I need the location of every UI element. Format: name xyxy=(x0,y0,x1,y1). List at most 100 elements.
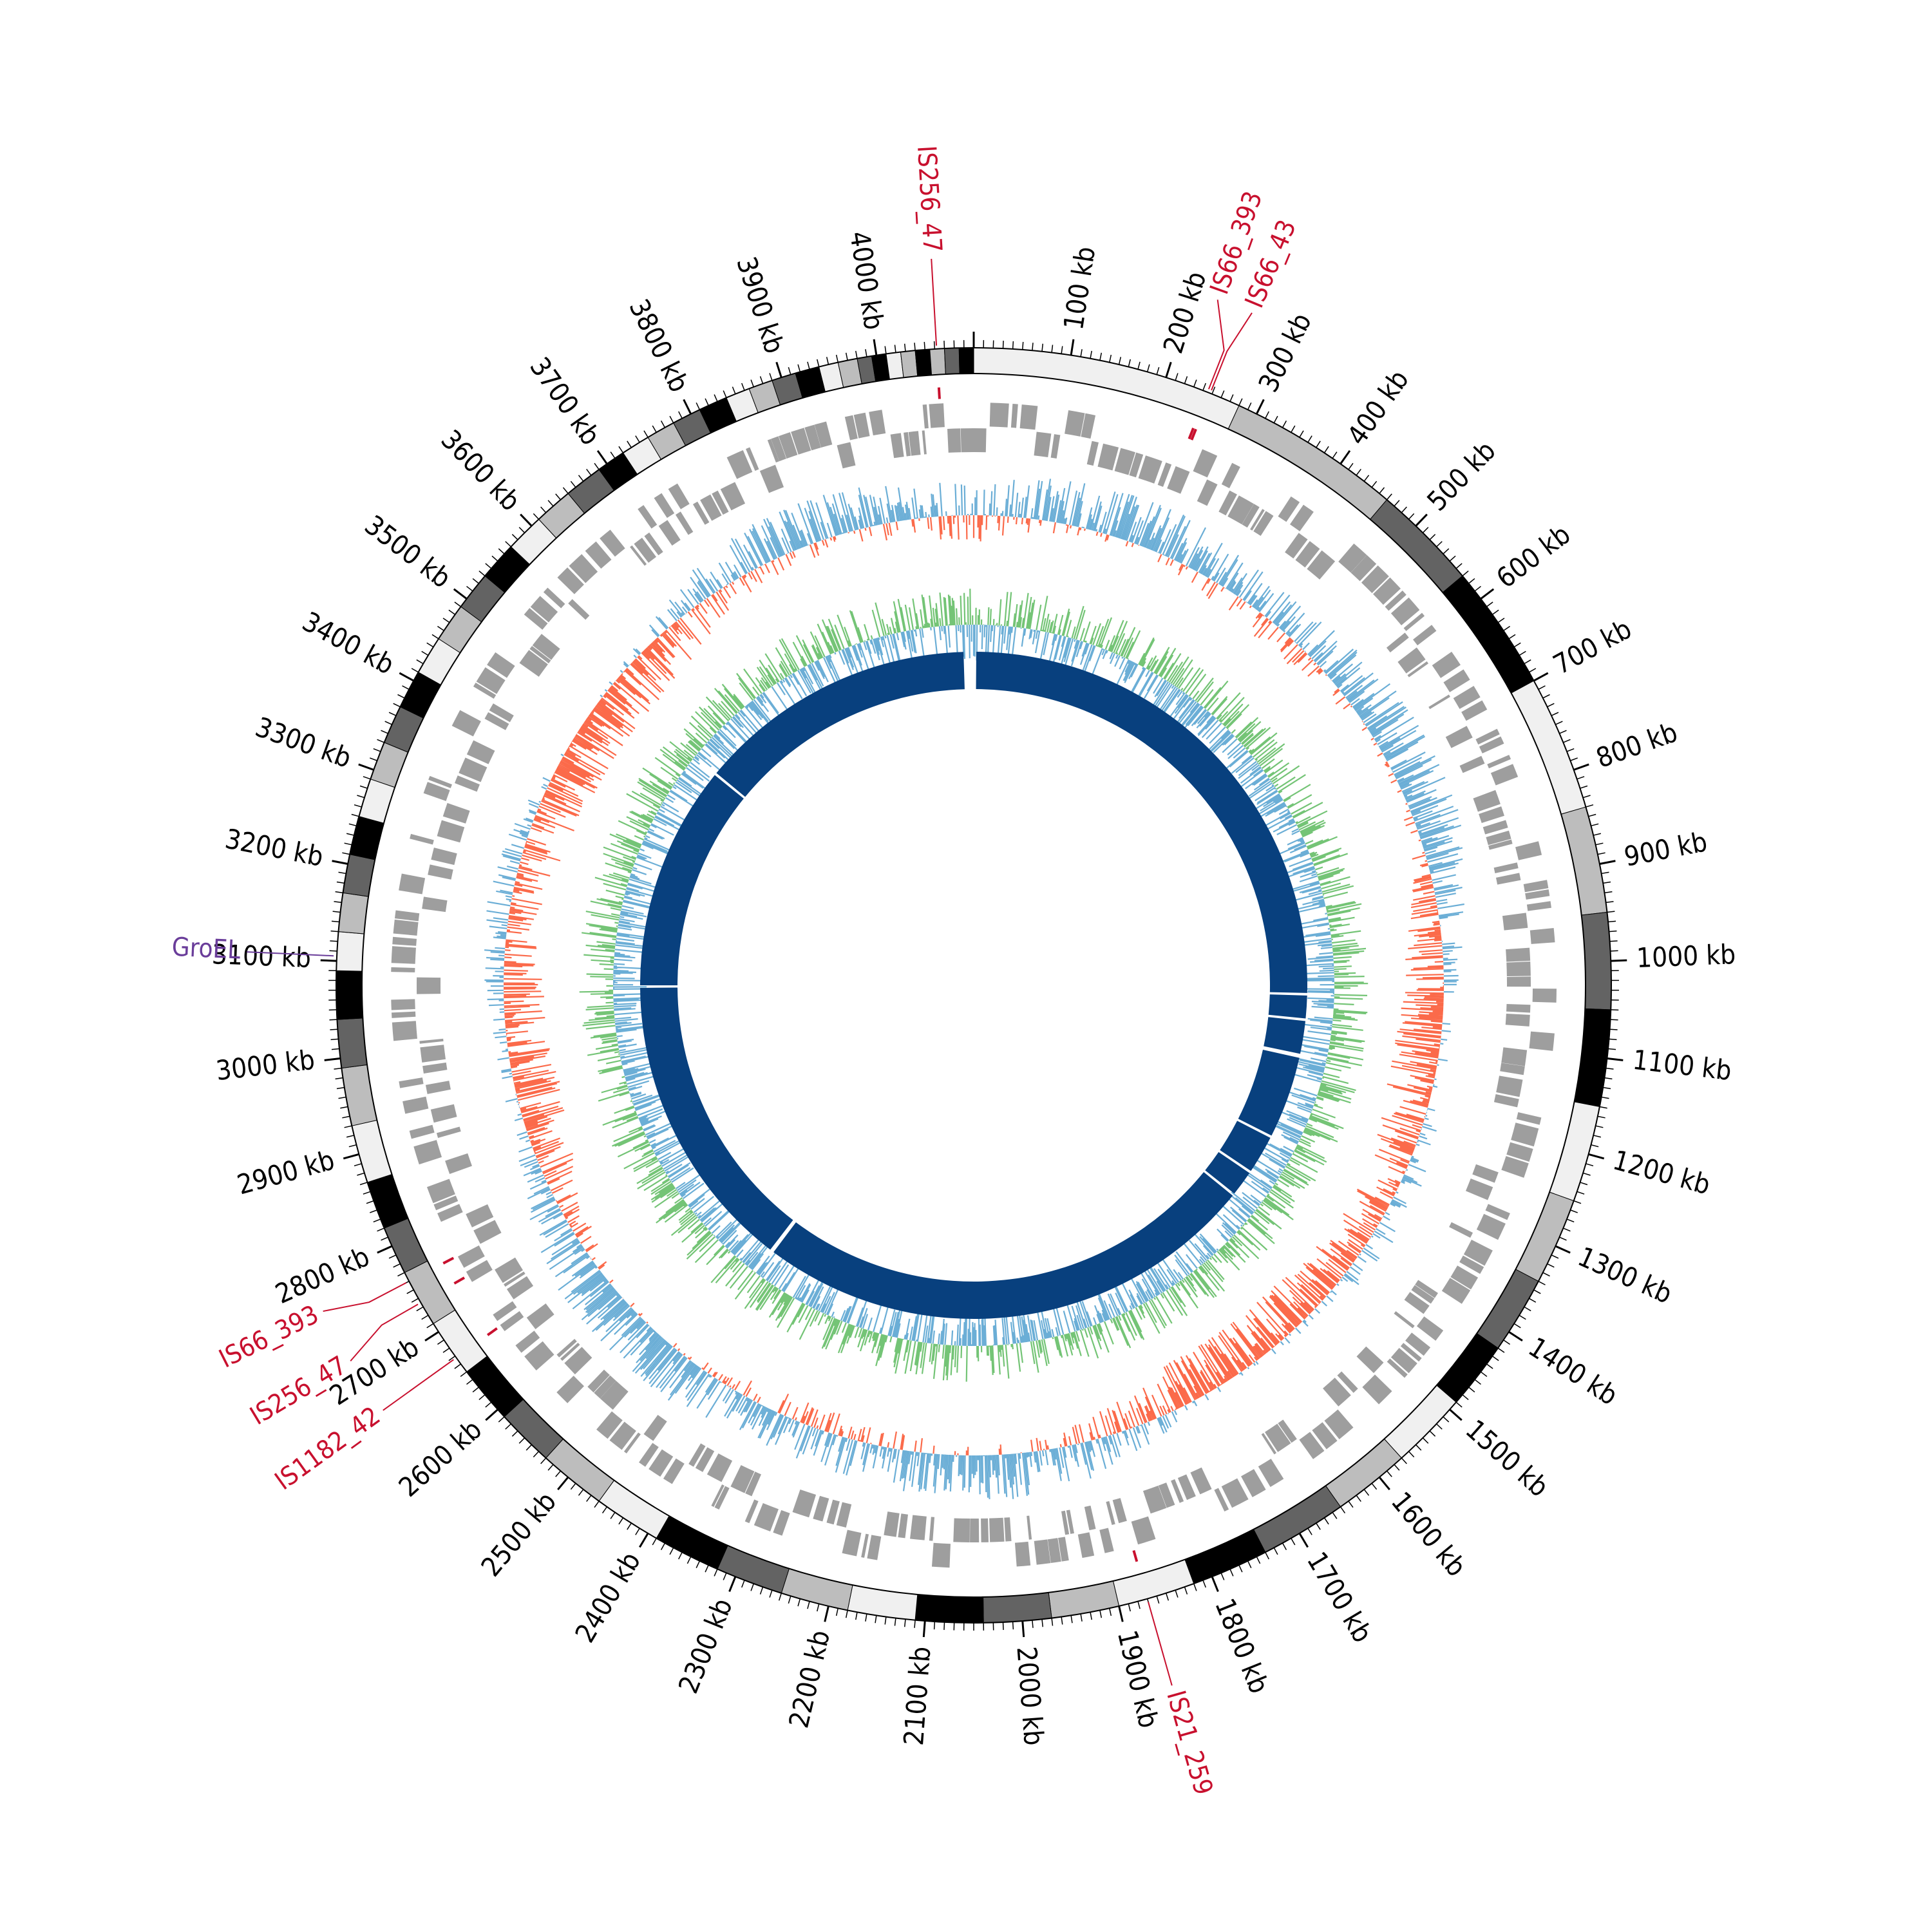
scale-tick xyxy=(518,527,526,533)
scale-tick xyxy=(1401,1457,1407,1464)
cds-feature xyxy=(989,1517,1005,1542)
cds-feature xyxy=(1065,410,1085,437)
cds-feature xyxy=(393,919,419,936)
scale-tick xyxy=(1601,1096,1609,1099)
cds-feature xyxy=(1488,839,1513,850)
scale-tick xyxy=(1298,1533,1309,1548)
cds-feature xyxy=(813,1495,829,1522)
scale-tick xyxy=(359,1182,368,1186)
scale-tick xyxy=(330,1028,338,1030)
scale-tick xyxy=(1118,357,1122,365)
scale-tick xyxy=(797,364,801,372)
cds-feature xyxy=(493,1301,517,1321)
scale-tick xyxy=(1547,703,1555,708)
scale-tick xyxy=(1291,1538,1296,1546)
cds-feature xyxy=(706,1453,733,1482)
cds-feature xyxy=(1265,1423,1291,1452)
assembly-contig xyxy=(1238,1050,1300,1136)
scale-tick xyxy=(1099,1610,1103,1618)
cds-feature xyxy=(836,1502,852,1528)
scale-tick xyxy=(431,634,439,639)
tick-label: 1200 kb xyxy=(1609,1144,1713,1200)
scale-tick xyxy=(1137,361,1141,370)
scale-tick xyxy=(416,659,424,665)
gc-skew-negative xyxy=(612,624,1335,1347)
scale-tick xyxy=(335,891,343,894)
scale-tick xyxy=(1080,349,1083,357)
cds-feature xyxy=(1373,577,1401,605)
cds-feature xyxy=(484,712,509,730)
scale-tick xyxy=(1273,1547,1278,1555)
cds-feature xyxy=(1432,651,1461,678)
scale-tick xyxy=(1378,1476,1390,1491)
scale-tick xyxy=(1348,462,1354,470)
assembly-contig-ring xyxy=(640,652,1307,1319)
scale-tick xyxy=(351,813,359,817)
cds-feature xyxy=(1416,1316,1444,1341)
cds-feature xyxy=(668,483,690,509)
scale-tick xyxy=(381,1236,388,1241)
scale-tick xyxy=(377,1227,384,1232)
scale-tick xyxy=(643,430,649,438)
cds-feature xyxy=(1475,728,1500,745)
assembly-contig xyxy=(716,652,965,797)
cds-feature xyxy=(1106,1501,1115,1525)
scale-tick xyxy=(1282,1542,1287,1550)
scale-tick xyxy=(1165,1593,1170,1601)
cds-feature xyxy=(1299,1432,1325,1459)
scale-tick xyxy=(578,1489,584,1496)
feature-leader-line xyxy=(931,258,938,346)
scale-tick xyxy=(1551,1255,1559,1259)
cds-feature xyxy=(585,541,612,569)
cds-feature xyxy=(1461,700,1488,721)
cds-feature xyxy=(1157,462,1172,487)
scale-tick xyxy=(1371,1482,1378,1490)
scale-tick xyxy=(426,642,434,648)
gc-content-track xyxy=(484,478,1464,1499)
scale-tick xyxy=(943,341,945,349)
cds-feature xyxy=(413,1140,442,1165)
scale-tick xyxy=(377,739,384,743)
scale-tick xyxy=(1415,513,1428,527)
scale-tick xyxy=(705,398,709,406)
tick-label: 900 kb xyxy=(1622,826,1710,873)
scale-tick xyxy=(454,601,462,607)
scale-tick xyxy=(669,415,674,424)
cds-feature xyxy=(1515,841,1542,860)
scale-tick xyxy=(1480,1371,1488,1378)
scale-tick xyxy=(485,1401,492,1408)
cds-feature xyxy=(409,1124,435,1139)
tick-label: 2500 kb xyxy=(475,1486,562,1582)
scale-tick xyxy=(1468,578,1475,584)
tick-label: 3900 kb xyxy=(730,253,790,357)
scale-tick xyxy=(1012,1622,1014,1630)
contig-band xyxy=(336,1018,368,1069)
cds-feature xyxy=(1404,1292,1430,1314)
cds-feature xyxy=(489,703,514,723)
scale-tick xyxy=(1307,1528,1312,1535)
is-element-mark xyxy=(1132,1549,1139,1562)
scale-tick xyxy=(320,959,337,962)
scale-tick xyxy=(570,480,576,488)
cds-feature xyxy=(1485,1204,1510,1220)
scale-tick xyxy=(594,1501,600,1508)
is-element-mark xyxy=(486,1327,498,1336)
cds-feature xyxy=(594,1375,616,1399)
cds-feature xyxy=(1449,1222,1473,1238)
scale-tick xyxy=(1323,1517,1329,1525)
cds-feature xyxy=(457,1245,485,1268)
cds-feature xyxy=(1453,686,1481,709)
scale-tick xyxy=(1529,1298,1537,1303)
scale-tick xyxy=(1247,1560,1252,1568)
scale-tick xyxy=(1128,359,1131,367)
scale-tick xyxy=(1492,1356,1499,1361)
cds-feature xyxy=(1099,1528,1114,1553)
assembly-contig xyxy=(1264,1017,1306,1054)
scale-tick xyxy=(1607,1057,1624,1061)
cds-feature xyxy=(658,520,681,546)
tick-label: 2300 kb xyxy=(672,1594,739,1698)
contig-band xyxy=(1112,1558,1195,1607)
cds-feature xyxy=(394,910,420,922)
tick-label: 1100 kb xyxy=(1631,1044,1734,1086)
